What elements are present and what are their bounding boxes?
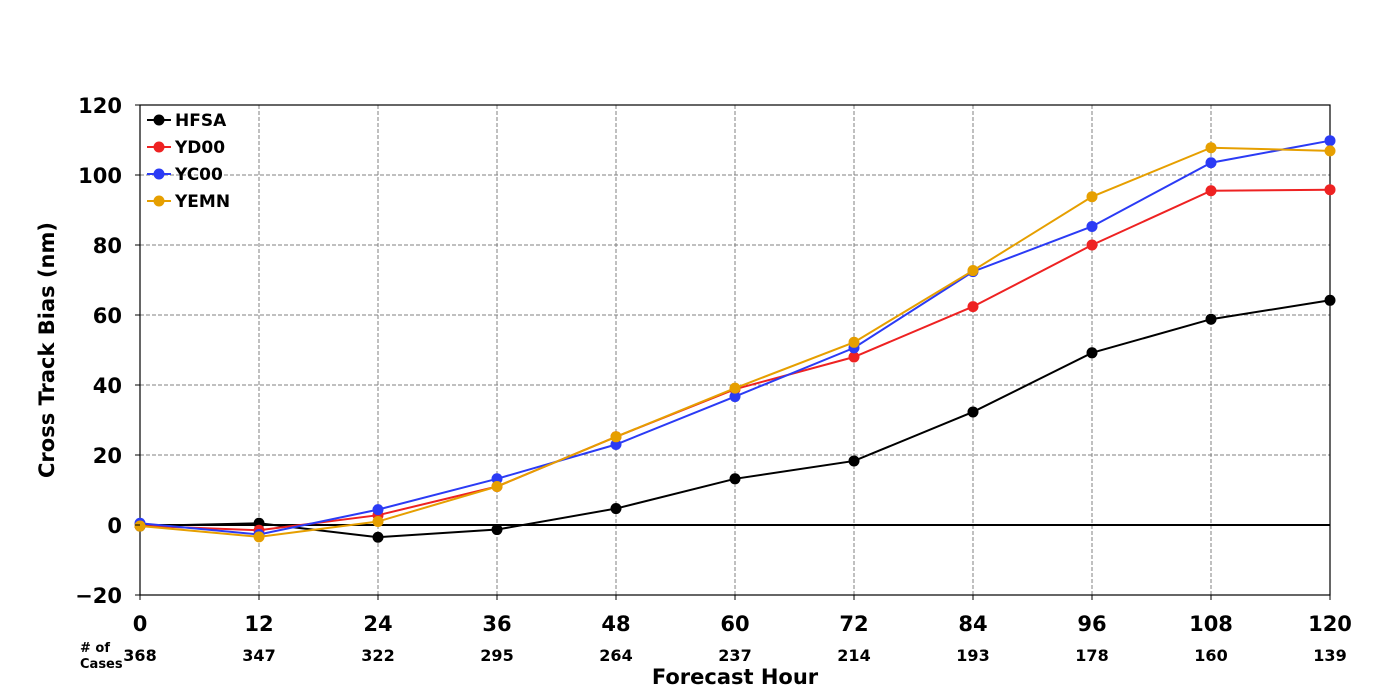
x-tick-label: 84 [958,612,987,636]
x-tick-label: 0 [133,612,148,636]
x-tick-label: 36 [482,612,511,636]
legend-swatch-marker [153,141,165,153]
data-point-hfsa [1324,294,1336,306]
data-point-hfsa [491,524,503,536]
data-point-yemn [1324,145,1336,157]
data-point-yemn [967,265,979,277]
data-point-hfsa [729,473,741,485]
cases-count: 322 [361,646,394,665]
x-tick-label: 72 [839,612,868,636]
data-point-yd00 [1324,184,1336,196]
y-tick-label: 60 [93,304,122,328]
cases-count: 178 [1075,646,1108,665]
data-point-hfsa [610,503,622,515]
data-point-yemn [1086,191,1098,203]
data-point-hfsa [372,531,384,543]
data-point-yc00 [491,473,503,485]
legend-item-yc00: YC00 [147,165,223,185]
data-point-hfsa [967,406,979,418]
x-tick-label: 96 [1077,612,1106,636]
cases-count: 237 [718,646,751,665]
y-axis-ticks: −20 0 20 40 60 80 100 120 [75,94,140,608]
x-axis-title: Forecast Hour [652,665,819,689]
data-point-yemn [610,431,622,443]
data-point-yd00 [967,301,979,313]
legend-item-hfsa: HFSA [147,111,227,131]
data-point-yemn [729,382,741,394]
data-point-hfsa [1205,313,1217,325]
legend-item-yd00: YD00 [147,138,225,158]
x-tick-label: 60 [720,612,749,636]
data-point-yemn [1205,142,1217,154]
y-tick-label: 80 [93,234,122,258]
cases-row: 368 347 322 295 264 237 214 193 178 160 139 [123,646,1346,665]
legend-item-yemn: YEMN [147,192,230,212]
cases-count: 295 [480,646,513,665]
x-axis-ticks: 0 12 24 36 48 60 72 84 96 108 120 [133,595,1352,636]
cases-count: 160 [1194,646,1227,665]
data-point-yc00 [610,439,622,450]
y-tick-label: 120 [78,94,122,118]
y-tick-label: 20 [93,444,122,468]
y-tick-label: −20 [75,584,122,608]
y-axis-title: Cross Track Bias (nm) [35,222,59,478]
cases-count: 347 [242,646,275,665]
y-tick-label: 100 [78,164,122,188]
series-yemn [134,142,1336,543]
cases-count: 139 [1313,646,1346,665]
data-point-yemn [372,516,384,527]
data-point-yemn [253,531,265,543]
data-point-yd00 [1086,239,1098,251]
cases-count: 368 [123,646,156,665]
legend-label: HFSA [175,111,227,131]
legend: HFSA YD00 YC00 YEMN [147,111,230,212]
cases-count: 264 [599,646,632,665]
legend-swatch-marker [153,114,165,126]
cases-count: 193 [956,646,989,665]
cases-title-line1: # of [80,641,110,656]
x-tick-label: 24 [363,612,392,636]
data-point-hfsa [1086,347,1098,359]
data-point-yd00 [848,351,860,363]
cases-title-line2: Cases [80,657,123,672]
x-tick-label: 108 [1189,612,1233,636]
data-point-yc00 [1086,220,1098,232]
data-point-yemn [491,481,503,492]
data-point-yc00 [1205,157,1217,169]
x-tick-label: 12 [244,612,273,636]
legend-label: YC00 [174,165,223,185]
x-tick-label: 48 [601,612,630,636]
legend-label: YEMN [174,192,230,212]
data-point-yemn [848,336,860,348]
y-tick-label: 40 [93,374,122,398]
data-point-yd00 [1205,185,1217,197]
cases-count: 214 [837,646,870,665]
series-layer [134,135,1336,543]
data-point-hfsa [848,455,860,467]
y-tick-label: 0 [107,514,122,538]
data-point-yc00 [372,504,384,516]
legend-label: YD00 [174,138,225,158]
data-point-yc00 [1324,135,1336,147]
legend-swatch-marker [153,168,165,180]
legend-swatch-marker [153,195,165,207]
data-point-yemn [134,520,146,532]
data-point-yc00 [729,391,741,403]
x-tick-label: 120 [1308,612,1352,636]
